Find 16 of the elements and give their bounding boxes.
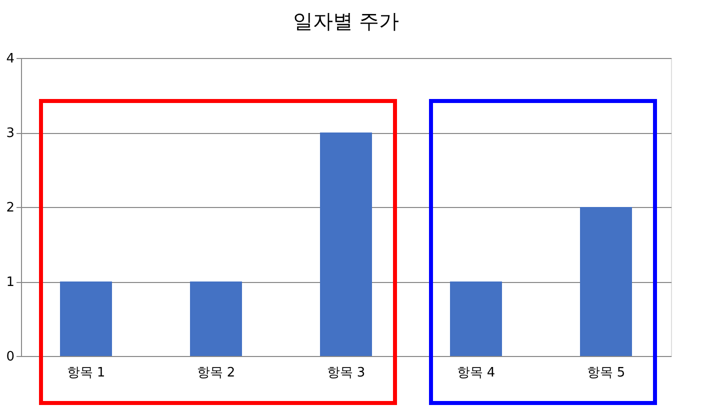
y-tick-label: 0 (6, 350, 14, 364)
x-tick-label: 항목 2 (196, 366, 236, 380)
x-tick-label: 항목 4 (456, 366, 496, 380)
y-tick-label: 1 (6, 275, 14, 290)
x-tick-label: 항목 1 (66, 366, 106, 380)
bar (190, 282, 242, 356)
y-tick-label: 3 (6, 126, 14, 141)
bar (60, 282, 112, 356)
chart-title: 일자별 주가 (292, 9, 400, 33)
y-tick-label: 4 (6, 52, 14, 66)
x-tick-label: 항목 5 (586, 366, 626, 380)
bar (450, 282, 502, 356)
bar (580, 207, 632, 356)
bar (320, 132, 372, 356)
y-tick-label: 2 (6, 200, 14, 216)
x-tick-label: 항목 3 (326, 366, 366, 380)
